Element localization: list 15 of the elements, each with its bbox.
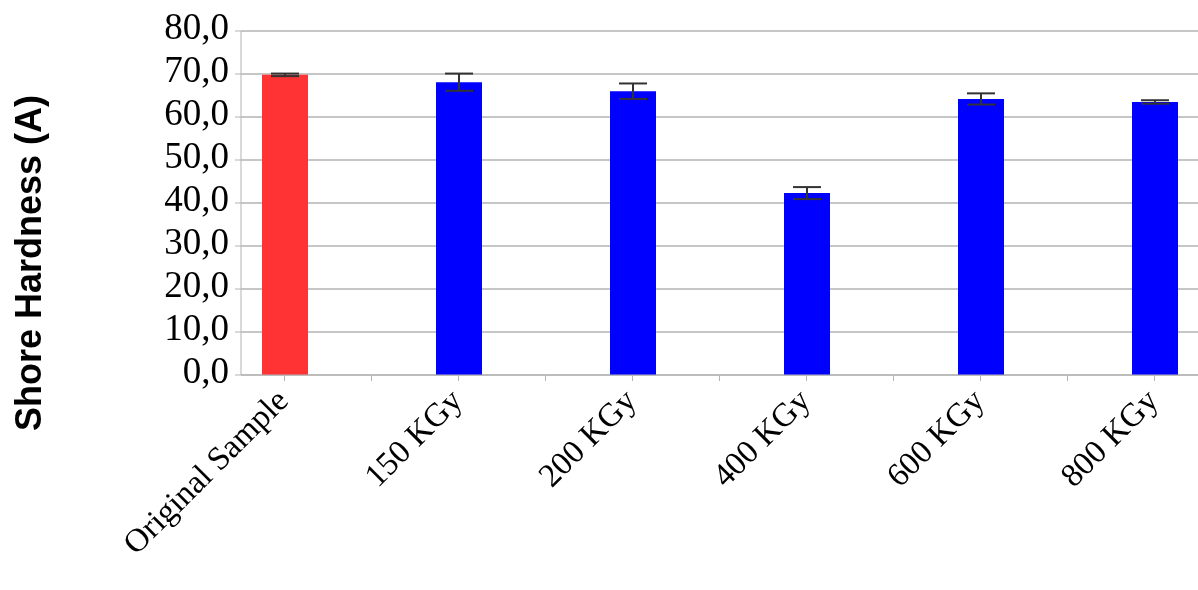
y-tick-label: 30,0: [164, 221, 229, 263]
x-tick-label: 800 KGy: [1053, 381, 1166, 494]
y-tick-label: 80,0: [164, 6, 229, 48]
x-tick-label: 150 KGy: [357, 381, 470, 494]
y-tick-label: 20,0: [164, 264, 229, 306]
y-tick-label: 70,0: [164, 49, 229, 91]
x-tick-label: 200 KGy: [531, 381, 644, 494]
y-tick-label: 40,0: [164, 178, 229, 220]
x-tick-label: 600 KGy: [879, 381, 992, 494]
y-tick-label: 50,0: [164, 135, 229, 177]
y-axis-title: Shore Hardness (A): [7, 94, 49, 432]
y-tick-label: 0,0: [182, 350, 229, 392]
y-tick-label: 60,0: [164, 92, 229, 134]
y-tick-label: 10,0: [164, 307, 229, 349]
x-tick-label: 400 KGy: [705, 381, 818, 494]
